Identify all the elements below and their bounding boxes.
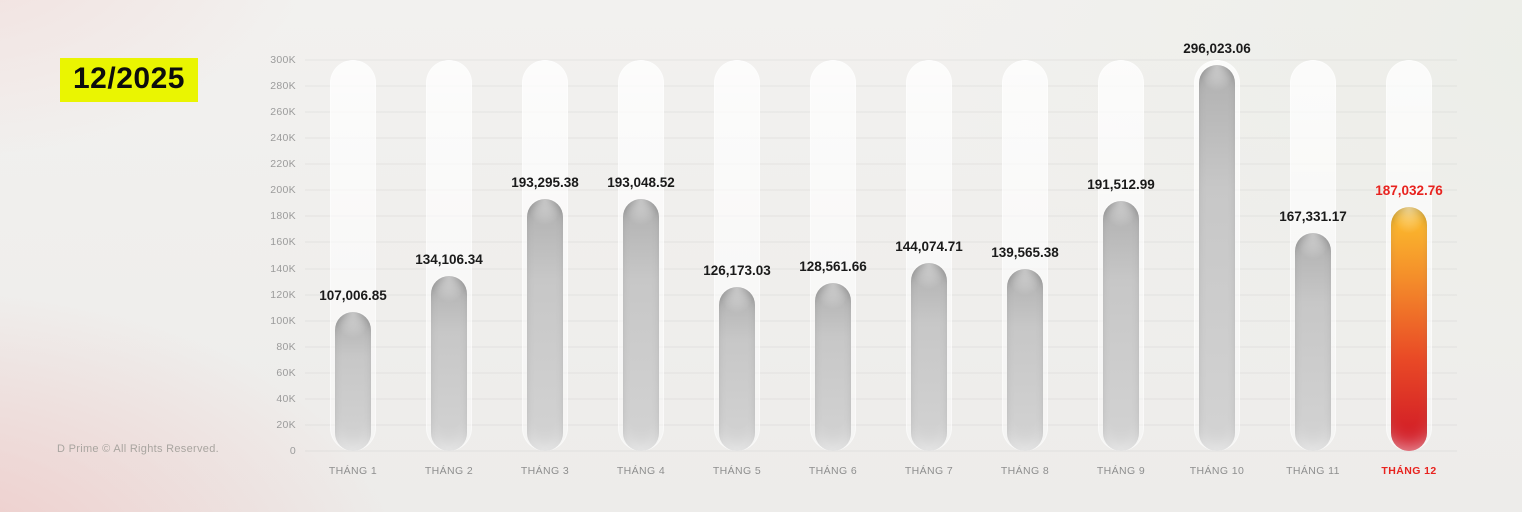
period-badge: 12/2025 — [60, 58, 198, 102]
gridline — [305, 137, 1457, 139]
bar-1 — [335, 311, 371, 451]
x-axis-label: THÁNG 12 — [1381, 465, 1437, 477]
bar-column-9: 191,512.99 THÁNG 9 — [1073, 60, 1169, 477]
y-tick-label: 260K — [270, 106, 296, 119]
gridline — [305, 111, 1457, 113]
y-tick-label: 60K — [276, 366, 296, 379]
bar-column-11: 167,331.17 THÁNG 11 — [1265, 60, 1361, 477]
bar-8 — [1007, 269, 1043, 451]
gridline — [305, 320, 1457, 322]
gridlines — [305, 59, 1457, 452]
bar-value-label: 128,561.66 — [799, 259, 867, 275]
gridline — [305, 59, 1457, 61]
period-text: 12/2025 — [73, 62, 185, 95]
bar-column-6: 128,561.66 THÁNG 6 — [785, 60, 881, 477]
bar-value-label: 126,173.03 — [703, 262, 771, 278]
gridline — [305, 450, 1457, 452]
gridline — [305, 424, 1457, 426]
bar-value-label: 187,032.76 — [1375, 183, 1443, 199]
bar-value-label: 144,074.71 — [895, 239, 963, 255]
bar-column-2: 134,106.34 THÁNG 2 — [401, 60, 497, 477]
y-tick-label: 80K — [276, 340, 296, 353]
y-tick-label: 280K — [270, 80, 296, 93]
y-tick-label: 220K — [270, 158, 296, 171]
y-tick-label: 160K — [270, 236, 296, 249]
y-tick-label: 40K — [276, 392, 296, 405]
gridline — [305, 372, 1457, 374]
bar-2 — [431, 276, 467, 451]
monthly-bar-chart: 0 20K 40K 60K 80K 100K 120K 140K 160K 180K 200K 220… — [270, 41, 1457, 477]
x-axis-label: THÁNG 1 — [328, 465, 378, 477]
x-axis-label: THÁNG 11 — [1286, 465, 1340, 477]
y-tick-label: 120K — [270, 288, 296, 301]
bar-value-label: 134,106.34 — [415, 252, 483, 268]
bar-value-label: 193,048.52 — [607, 175, 675, 191]
x-axis-label: THÁNG 7 — [904, 465, 954, 477]
bar-column-12: 187,032.76 THÁNG 12 — [1361, 60, 1457, 477]
gridline — [305, 85, 1457, 87]
y-tick-label: 100K — [270, 314, 296, 327]
gridline — [305, 398, 1457, 400]
bar-column-3: 193,295.38 THÁNG 3 — [497, 60, 593, 477]
x-axis-label: THÁNG 8 — [1000, 465, 1050, 477]
y-tick-label: 300K — [270, 54, 296, 66]
bar-column-10: 296,023.06 THÁNG 10 — [1169, 41, 1265, 477]
bar-value-label: 107,006.85 — [319, 287, 387, 303]
bar-3 — [527, 199, 563, 451]
x-axis-label: THÁNG 6 — [808, 465, 858, 477]
x-axis-label: THÁNG 3 — [520, 465, 570, 477]
y-tick-label: 240K — [270, 132, 296, 145]
bar-column-4: 193,048.52 THÁNG 4 — [593, 60, 689, 477]
bar-value-label: 296,023.06 — [1183, 41, 1251, 57]
gridline — [305, 215, 1457, 217]
gridline — [305, 163, 1457, 165]
y-tick-label: 140K — [270, 262, 296, 275]
x-axis-label: THÁNG 2 — [424, 465, 474, 477]
y-tick-label: 0 — [289, 445, 296, 457]
gridline — [305, 241, 1457, 243]
y-tick-label: 180K — [270, 210, 296, 223]
gridline — [305, 346, 1457, 348]
bar-value-label: 191,512.99 — [1087, 177, 1155, 193]
gridline — [305, 268, 1457, 270]
y-tick-label: 20K — [276, 418, 296, 431]
bar-column-8: 139,565.38 THÁNG 8 — [977, 60, 1073, 477]
bar-value-label: 193,295.38 — [511, 175, 579, 191]
bar-column-7: 144,074.71 THÁNG 7 — [881, 60, 977, 477]
gridline — [305, 294, 1457, 296]
bar-column-1: 107,006.85 THÁNG 1 — [305, 60, 401, 477]
x-axis-label: THÁNG 4 — [616, 465, 666, 477]
bar-value-label: 139,565.38 — [991, 245, 1059, 261]
bar-4 — [623, 199, 659, 451]
bar-column-5: 126,173.03 THÁNG 5 — [689, 60, 785, 477]
x-axis-label: THÁNG 10 — [1189, 465, 1245, 477]
bar-value-label: 167,331.17 — [1279, 208, 1347, 224]
x-axis-label: THÁNG 5 — [712, 465, 762, 477]
bar-6 — [815, 283, 851, 451]
bar-5 — [719, 286, 755, 451]
bar-11 — [1295, 232, 1331, 451]
copyright-text: D Prime © All Rights Reserved. — [57, 443, 219, 455]
y-tick-label: 200K — [270, 184, 296, 197]
bar-10 — [1199, 65, 1235, 451]
x-axis-label: THÁNG 9 — [1096, 465, 1146, 477]
bar-9 — [1103, 201, 1139, 451]
bar-7 — [911, 263, 947, 451]
bar-12 — [1391, 207, 1427, 451]
plot-area: 107,006.85 THÁNG 1 134,106.34 THÁNG 2 193,29… — [305, 41, 1457, 477]
gridline — [305, 189, 1457, 191]
